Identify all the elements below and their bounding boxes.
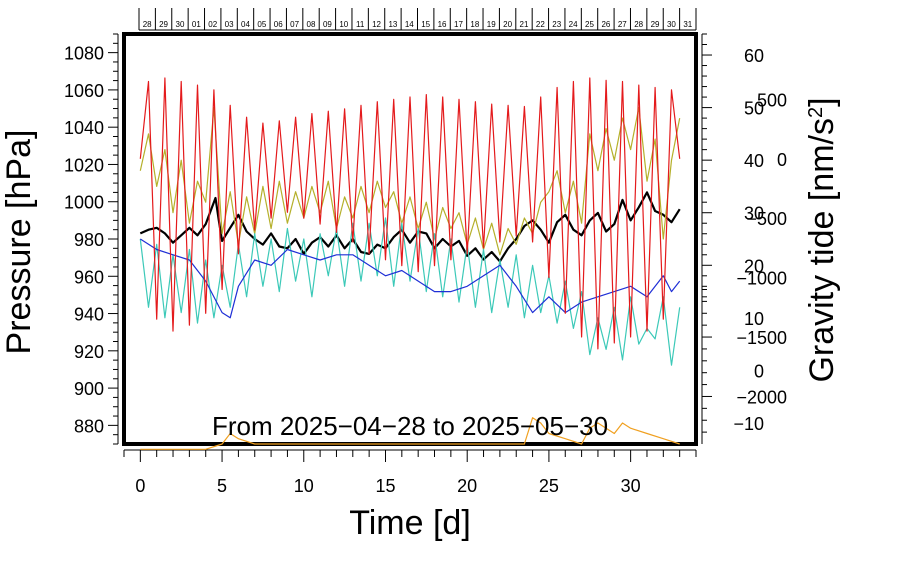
- y-left-tick-label: 880: [74, 416, 104, 436]
- top-day-label: 29: [651, 20, 660, 29]
- top-day-label: 29: [159, 20, 168, 29]
- top-day-label: 04: [241, 20, 250, 29]
- x-tick-label: 30: [621, 476, 641, 496]
- top-day-label: 15: [421, 20, 430, 29]
- y-left-axis-title: Pressure [hPa]: [0, 130, 38, 355]
- series-gravity-tide-red: [139, 77, 681, 350]
- x-tick-label: 25: [539, 476, 559, 496]
- y-right-axis-title: Gravity tide [nm/s2]: [803, 97, 841, 382]
- tick-layer: 28 29 30 01 02 03 04 05 06 07 08 09 10 11 12 13 14 15 16 17…: [64, 8, 787, 496]
- y-right-top-tick-label: 40: [744, 151, 764, 171]
- top-day-label: 16: [438, 20, 447, 29]
- y-right-top-tick-label: 50: [744, 99, 764, 119]
- top-day-label: 01: [192, 20, 201, 29]
- top-day-label: 14: [405, 20, 414, 29]
- series-gravity-tide-teal: [139, 217, 681, 366]
- top-day-label: 28: [143, 20, 152, 29]
- y-left-tick-label: 1060: [64, 81, 104, 101]
- top-day-label: 31: [683, 20, 692, 29]
- top-day-label: 24: [569, 20, 578, 29]
- y-right-axis-title-main: Gravity tide [nm/s: [803, 118, 841, 383]
- y-left-tick-label: 1040: [64, 118, 104, 138]
- annotation-text: From 2025−04−28 to 2025−05−30: [212, 411, 608, 441]
- top-day-label: 19: [487, 20, 496, 29]
- top-day-label: 28: [634, 20, 643, 29]
- y-left-tick-label: 1020: [64, 155, 104, 175]
- y-right-top-tick-label: 60: [744, 46, 764, 66]
- plot-frame: [122, 32, 698, 446]
- top-day-label: 03: [225, 20, 234, 29]
- y-right-bottom-tick-label: −1000: [736, 269, 787, 289]
- x-axis-title: Time [d]: [349, 504, 471, 542]
- x-tick-label: 10: [294, 476, 314, 496]
- top-day-label: 09: [323, 20, 332, 29]
- y-left-tick-label: 980: [74, 230, 104, 250]
- x-tick-label: 20: [457, 476, 477, 496]
- y-right-bottom-tick-label: 0: [777, 150, 787, 170]
- series-layer: [139, 77, 681, 450]
- top-day-label: 21: [520, 20, 529, 29]
- y-left-tick-label: 940: [74, 305, 104, 325]
- y-left-tick-label: 960: [74, 267, 104, 287]
- top-day-label: 10: [339, 20, 348, 29]
- series-gravity-residual-orange: [140, 417, 680, 450]
- y-left-tick-label: 1000: [64, 193, 104, 213]
- top-day-label: 30: [667, 20, 676, 29]
- y-left-tick-label: 1080: [64, 44, 104, 64]
- top-day-label: 13: [388, 20, 397, 29]
- y-right-top-tick-label: 0: [754, 361, 764, 381]
- y-right-top-tick-label: −10: [733, 414, 764, 434]
- y-right-top-tick-label: 30: [744, 204, 764, 224]
- top-day-label: 17: [454, 20, 463, 29]
- y-right-top-tick-label: 10: [744, 309, 764, 329]
- top-day-label: 25: [585, 20, 594, 29]
- x-tick-label: 5: [217, 476, 227, 496]
- series-gravity-tide-olive: [139, 106, 681, 256]
- top-day-label: 20: [503, 20, 512, 29]
- top-day-label: 22: [536, 20, 545, 29]
- y-right-bottom-tick-label: −1500: [736, 328, 787, 348]
- x-tick-label: 15: [375, 476, 395, 496]
- y-left-tick-label: 900: [74, 379, 104, 399]
- top-day-label: 27: [618, 20, 627, 29]
- y-right-bottom-tick-label: 500: [757, 90, 787, 110]
- x-tick-label: 0: [135, 476, 145, 496]
- y-right-bottom-tick-label: −2000: [736, 387, 787, 407]
- y-right-axis-title-end: ]: [803, 97, 841, 106]
- series-gravity-tide-blue: [139, 238, 681, 319]
- top-day-label: 08: [307, 20, 316, 29]
- y-right-top-tick-label: 20: [744, 256, 764, 276]
- top-day-label: 23: [552, 20, 561, 29]
- y-left-tick-label: 920: [74, 342, 104, 362]
- top-day-label: 26: [601, 20, 610, 29]
- y-right-axis-title-sup: 2: [805, 107, 827, 118]
- top-day-label: 30: [176, 20, 185, 29]
- top-day-label: 07: [290, 20, 299, 29]
- y-right-bottom-tick-label: −500: [746, 209, 787, 229]
- top-day-label: 18: [470, 20, 479, 29]
- top-day-label: 11: [356, 20, 365, 29]
- top-day-label: 02: [208, 20, 217, 29]
- top-day-label: 05: [257, 20, 266, 29]
- top-day-label: 06: [274, 20, 283, 29]
- top-day-label: 12: [372, 20, 381, 29]
